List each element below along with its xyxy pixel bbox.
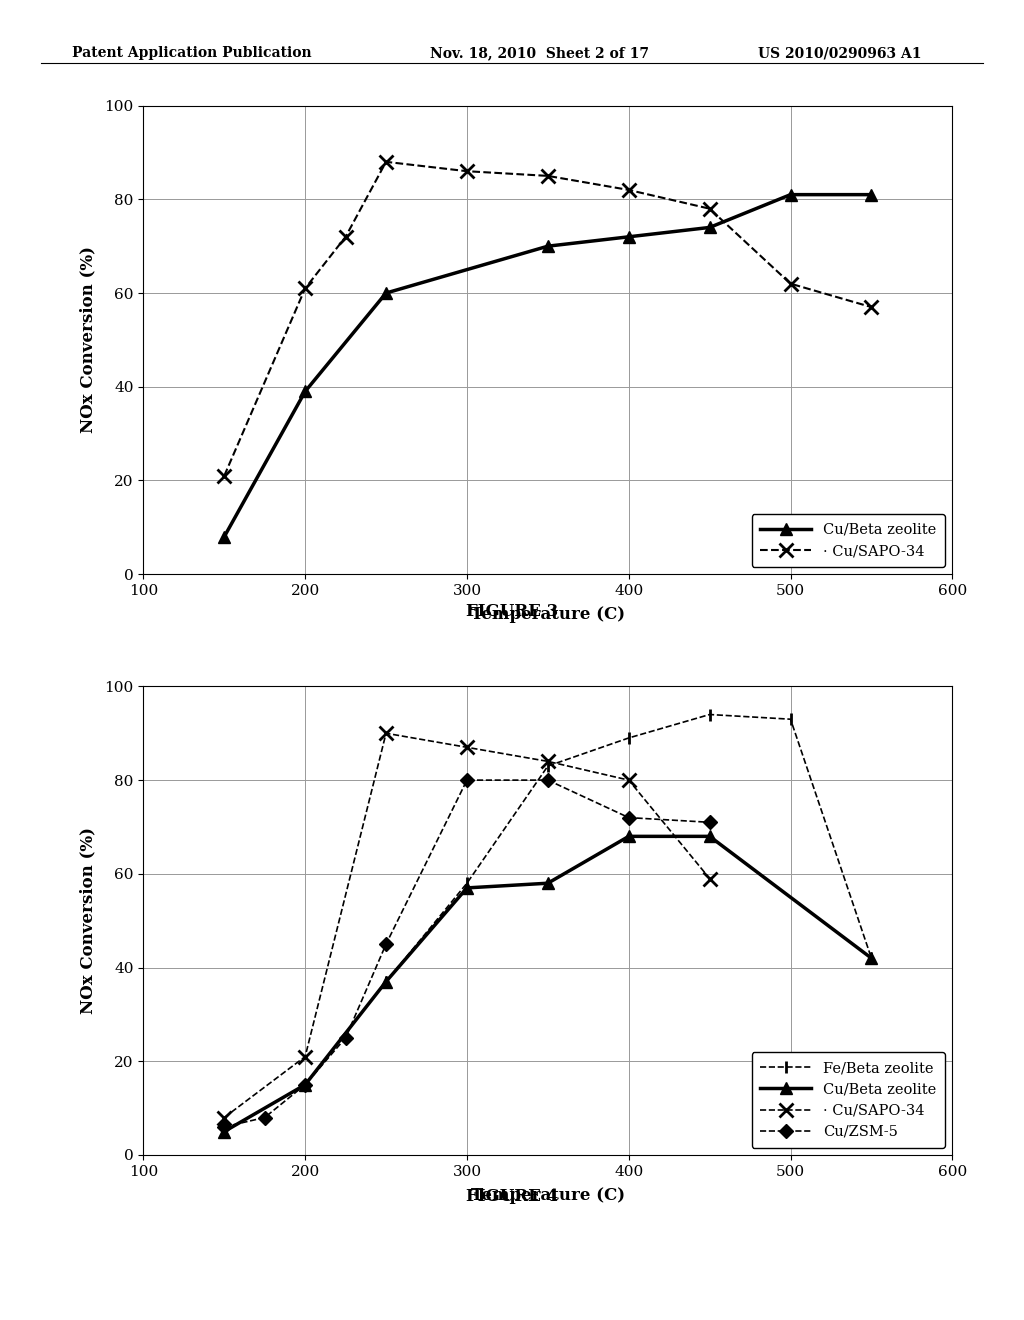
- Line: Fe/Beta zeolite: Fe/Beta zeolite: [218, 709, 878, 1138]
- Cu/Beta zeolite: [865, 186, 878, 202]
- · Cu/SAPO-34: [703, 201, 716, 216]
- · Cu/SAPO-34: [461, 164, 473, 180]
- Cu/ZSM-5: [623, 809, 635, 825]
- · Cu/SAPO-34: [623, 772, 635, 788]
- Legend: Cu/Beta zeolite, · Cu/SAPO-34: Cu/Beta zeolite, · Cu/SAPO-34: [752, 513, 945, 566]
- · Cu/SAPO-34: [865, 300, 878, 315]
- · Cu/SAPO-34: [542, 754, 554, 770]
- Cu/Beta zeolite: [784, 186, 797, 202]
- Cu/Beta zeolite: [380, 285, 392, 301]
- · Cu/SAPO-34: [703, 871, 716, 887]
- Cu/Beta zeolite: [865, 950, 878, 966]
- Legend: Fe/Beta zeolite, Cu/Beta zeolite, · Cu/SAPO-34, Cu/ZSM-5: Fe/Beta zeolite, Cu/Beta zeolite, · Cu/S…: [752, 1052, 945, 1147]
- X-axis label: Temperature (C): Temperature (C): [471, 1187, 625, 1204]
- Cu/ZSM-5: [380, 936, 392, 952]
- Cu/Beta zeolite: [542, 238, 554, 253]
- · Cu/SAPO-34: [542, 168, 554, 183]
- Cu/ZSM-5: [339, 1030, 352, 1045]
- Text: US 2010/0290963 A1: US 2010/0290963 A1: [758, 46, 922, 61]
- Text: FIGURE 4: FIGURE 4: [466, 1188, 558, 1205]
- X-axis label: Temperature (C): Temperature (C): [471, 606, 625, 623]
- Cu/ZSM-5: [703, 814, 716, 830]
- Cu/Beta zeolite: [299, 1077, 311, 1093]
- Cu/ZSM-5: [218, 1119, 230, 1135]
- Cu/Beta zeolite: [380, 974, 392, 990]
- · Cu/SAPO-34: [461, 739, 473, 755]
- Line: · Cu/SAPO-34: · Cu/SAPO-34: [217, 726, 717, 1125]
- Y-axis label: NOx Conversion (%): NOx Conversion (%): [79, 828, 96, 1014]
- · Cu/SAPO-34: [339, 228, 352, 244]
- Fe/Beta zeolite: [380, 974, 392, 990]
- · Cu/SAPO-34: [299, 1048, 311, 1064]
- · Cu/SAPO-34: [380, 726, 392, 742]
- · Cu/SAPO-34: [380, 154, 392, 170]
- · Cu/SAPO-34: [623, 182, 635, 198]
- Cu/ZSM-5: [542, 772, 554, 788]
- Cu/Beta zeolite: [218, 529, 230, 545]
- Cu/Beta zeolite: [542, 875, 554, 891]
- · Cu/SAPO-34: [218, 467, 230, 483]
- Cu/ZSM-5: [258, 1110, 270, 1126]
- Cu/ZSM-5: [461, 772, 473, 788]
- Fe/Beta zeolite: [461, 875, 473, 891]
- Fe/Beta zeolite: [299, 1077, 311, 1093]
- Line: Cu/Beta zeolite: Cu/Beta zeolite: [218, 189, 878, 543]
- Text: FIGURE 3: FIGURE 3: [466, 603, 558, 620]
- Y-axis label: NOx Conversion (%): NOx Conversion (%): [79, 247, 96, 433]
- Cu/Beta zeolite: [623, 228, 635, 244]
- Cu/Beta zeolite: [461, 880, 473, 896]
- Text: Patent Application Publication: Patent Application Publication: [72, 46, 311, 61]
- Fe/Beta zeolite: [623, 730, 635, 746]
- Line: · Cu/SAPO-34: · Cu/SAPO-34: [217, 154, 879, 483]
- Cu/Beta zeolite: [703, 219, 716, 235]
- Line: Cu/Beta zeolite: Cu/Beta zeolite: [218, 830, 878, 1138]
- Fe/Beta zeolite: [218, 1123, 230, 1139]
- Text: Nov. 18, 2010  Sheet 2 of 17: Nov. 18, 2010 Sheet 2 of 17: [430, 46, 649, 61]
- · Cu/SAPO-34: [218, 1110, 230, 1126]
- Fe/Beta zeolite: [865, 950, 878, 966]
- Cu/ZSM-5: [299, 1077, 311, 1093]
- Fe/Beta zeolite: [784, 711, 797, 727]
- Cu/Beta zeolite: [299, 384, 311, 400]
- Cu/Beta zeolite: [623, 829, 635, 845]
- Fe/Beta zeolite: [542, 758, 554, 774]
- Line: Cu/ZSM-5: Cu/ZSM-5: [219, 775, 715, 1131]
- Fe/Beta zeolite: [703, 706, 716, 722]
- Cu/Beta zeolite: [703, 829, 716, 845]
- Cu/Beta zeolite: [218, 1123, 230, 1139]
- · Cu/SAPO-34: [299, 280, 311, 296]
- · Cu/SAPO-34: [784, 276, 797, 292]
